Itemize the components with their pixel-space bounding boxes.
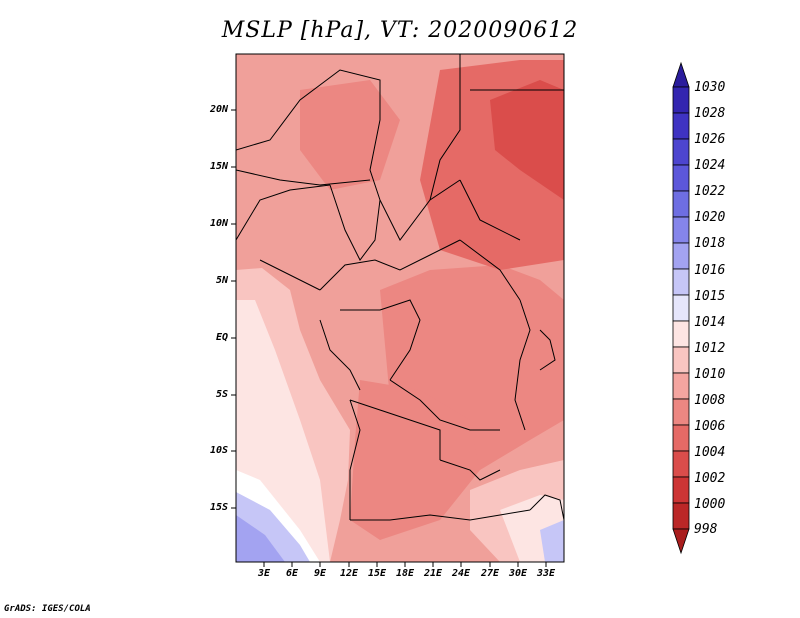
colorbar-label-1000: 1000	[694, 497, 726, 512]
colorbar-label-1002: 1002	[694, 471, 726, 486]
colorbar-label-1020: 1020	[694, 210, 726, 225]
colorbar-label-1024: 1024	[694, 158, 726, 173]
colorbar-label-1018: 1018	[694, 236, 726, 251]
lon-label-3e: 3E	[257, 568, 271, 579]
colorbar-label-1012: 1012	[694, 341, 726, 356]
colorbar-label-998: 998	[694, 522, 718, 537]
lat-label-15s: 15S	[209, 502, 228, 513]
colorbar-label-1014: 1014	[694, 315, 726, 330]
country-borders	[236, 54, 564, 521]
colorbar	[672, 61, 690, 555]
lat-label-10s: 10S	[209, 445, 228, 456]
colorbar-segment	[672, 450, 690, 478]
colorbar-label-1026: 1026	[694, 132, 726, 147]
colorbar-segment	[672, 268, 690, 296]
colorbar-segment	[672, 320, 690, 348]
colorbar-segment	[672, 190, 690, 218]
colorbar-segment	[672, 502, 690, 530]
colorbar-segment	[672, 112, 690, 140]
colorbar-segment	[672, 372, 690, 400]
lon-label-6e: 6E	[285, 568, 299, 579]
colorbar-segment	[672, 86, 690, 114]
lat-label-10n: 10N	[209, 218, 228, 229]
lat-label-5s: 5S	[215, 389, 228, 400]
colorbar-label-1028: 1028	[694, 106, 726, 121]
colorbar-segment	[672, 398, 690, 426]
colorbar-label-1030: 1030	[694, 80, 726, 95]
map-frame	[235, 53, 565, 563]
colorbar-segment	[672, 138, 690, 166]
lon-label-18e: 18E	[395, 568, 415, 579]
colorbar-segment	[672, 164, 690, 192]
colorbar-label-1016: 1016	[694, 263, 726, 278]
colorbar-arrow-bottom	[672, 528, 690, 555]
lat-label-eq: EQ	[215, 332, 228, 343]
lat-label-5n: 5N	[215, 275, 228, 286]
lat-label-20n: 20N	[209, 104, 228, 115]
lon-label-27e: 27E	[480, 568, 500, 579]
colorbar-segment	[672, 242, 690, 270]
colorbar-label-1010: 1010	[694, 367, 726, 382]
lon-label-15e: 15E	[367, 568, 387, 579]
lon-label-33e: 33E	[536, 568, 556, 579]
lon-label-30e: 30E	[508, 568, 528, 579]
axis-ticks	[231, 109, 547, 567]
colorbar-segment	[672, 476, 690, 504]
colorbar-segment	[672, 346, 690, 374]
lon-label-21e: 21E	[423, 568, 443, 579]
colorbar-arrow-top	[672, 61, 690, 88]
lon-label-12e: 12E	[339, 568, 359, 579]
colorbar-segment	[672, 294, 690, 322]
colorbar-label-1015: 1015	[694, 289, 726, 304]
colorbar-label-1006: 1006	[694, 419, 726, 434]
colorbar-segment	[672, 216, 690, 244]
pressure-field	[236, 54, 564, 562]
map-title: MSLP [hPa], VT: 2020090612	[221, 18, 579, 43]
grads-credit: GrADS: IGES/COLA	[4, 604, 91, 614]
colorbar-label-1022: 1022	[694, 184, 726, 199]
colorbar-segment	[672, 424, 690, 452]
lon-label-24e: 24E	[451, 568, 471, 579]
colorbar-label-1004: 1004	[694, 445, 726, 460]
lat-label-15n: 15N	[209, 161, 228, 172]
colorbar-label-1008: 1008	[694, 393, 726, 408]
lon-label-9e: 9E	[313, 568, 327, 579]
